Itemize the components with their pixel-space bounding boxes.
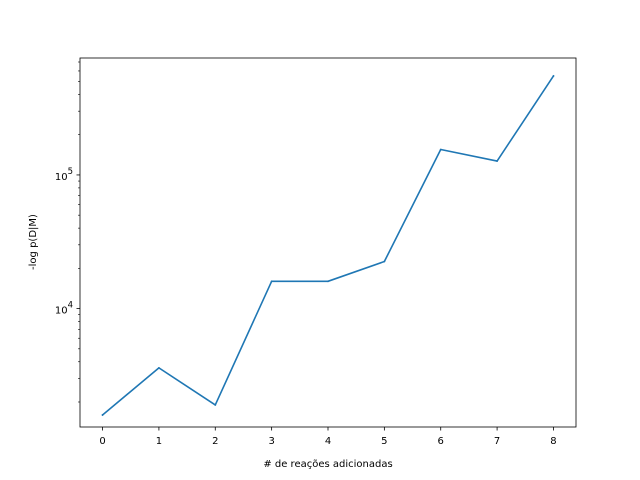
plot-frame: [79, 57, 577, 428]
y-tick-label: 104: [55, 301, 73, 317]
x-tick-label: 3: [268, 436, 274, 447]
series-layer: [101, 74, 555, 417]
x-tick-label: 8: [550, 436, 556, 447]
data-point: [214, 404, 217, 406]
x-tick-label: 0: [99, 436, 105, 447]
x-ticks: 0 1 2 3 4 5 6 7 8: [99, 427, 557, 447]
data-point: [101, 414, 104, 416]
y-tick-label: 105: [55, 167, 73, 183]
plot-background: [80, 58, 576, 427]
x-tick-label: 6: [438, 436, 444, 447]
data-point: [270, 280, 273, 283]
data-point: [496, 160, 498, 162]
data-point: [439, 148, 442, 151]
y-major-ticks: 104 105: [55, 167, 80, 317]
data-point: [383, 260, 386, 263]
data-point: [327, 280, 329, 283]
data-point: [158, 366, 160, 369]
x-axis-label: # de reações adicionadas: [263, 459, 392, 470]
x-tick-label: 1: [156, 436, 162, 447]
y-axis-label: -log p(D|M): [28, 214, 39, 270]
x-tick-label: 5: [381, 436, 387, 447]
x-tick-label: 2: [212, 436, 218, 447]
x-tick-label: 4: [325, 436, 331, 447]
x-tick-label: 7: [494, 436, 500, 447]
data-point: [552, 75, 555, 77]
